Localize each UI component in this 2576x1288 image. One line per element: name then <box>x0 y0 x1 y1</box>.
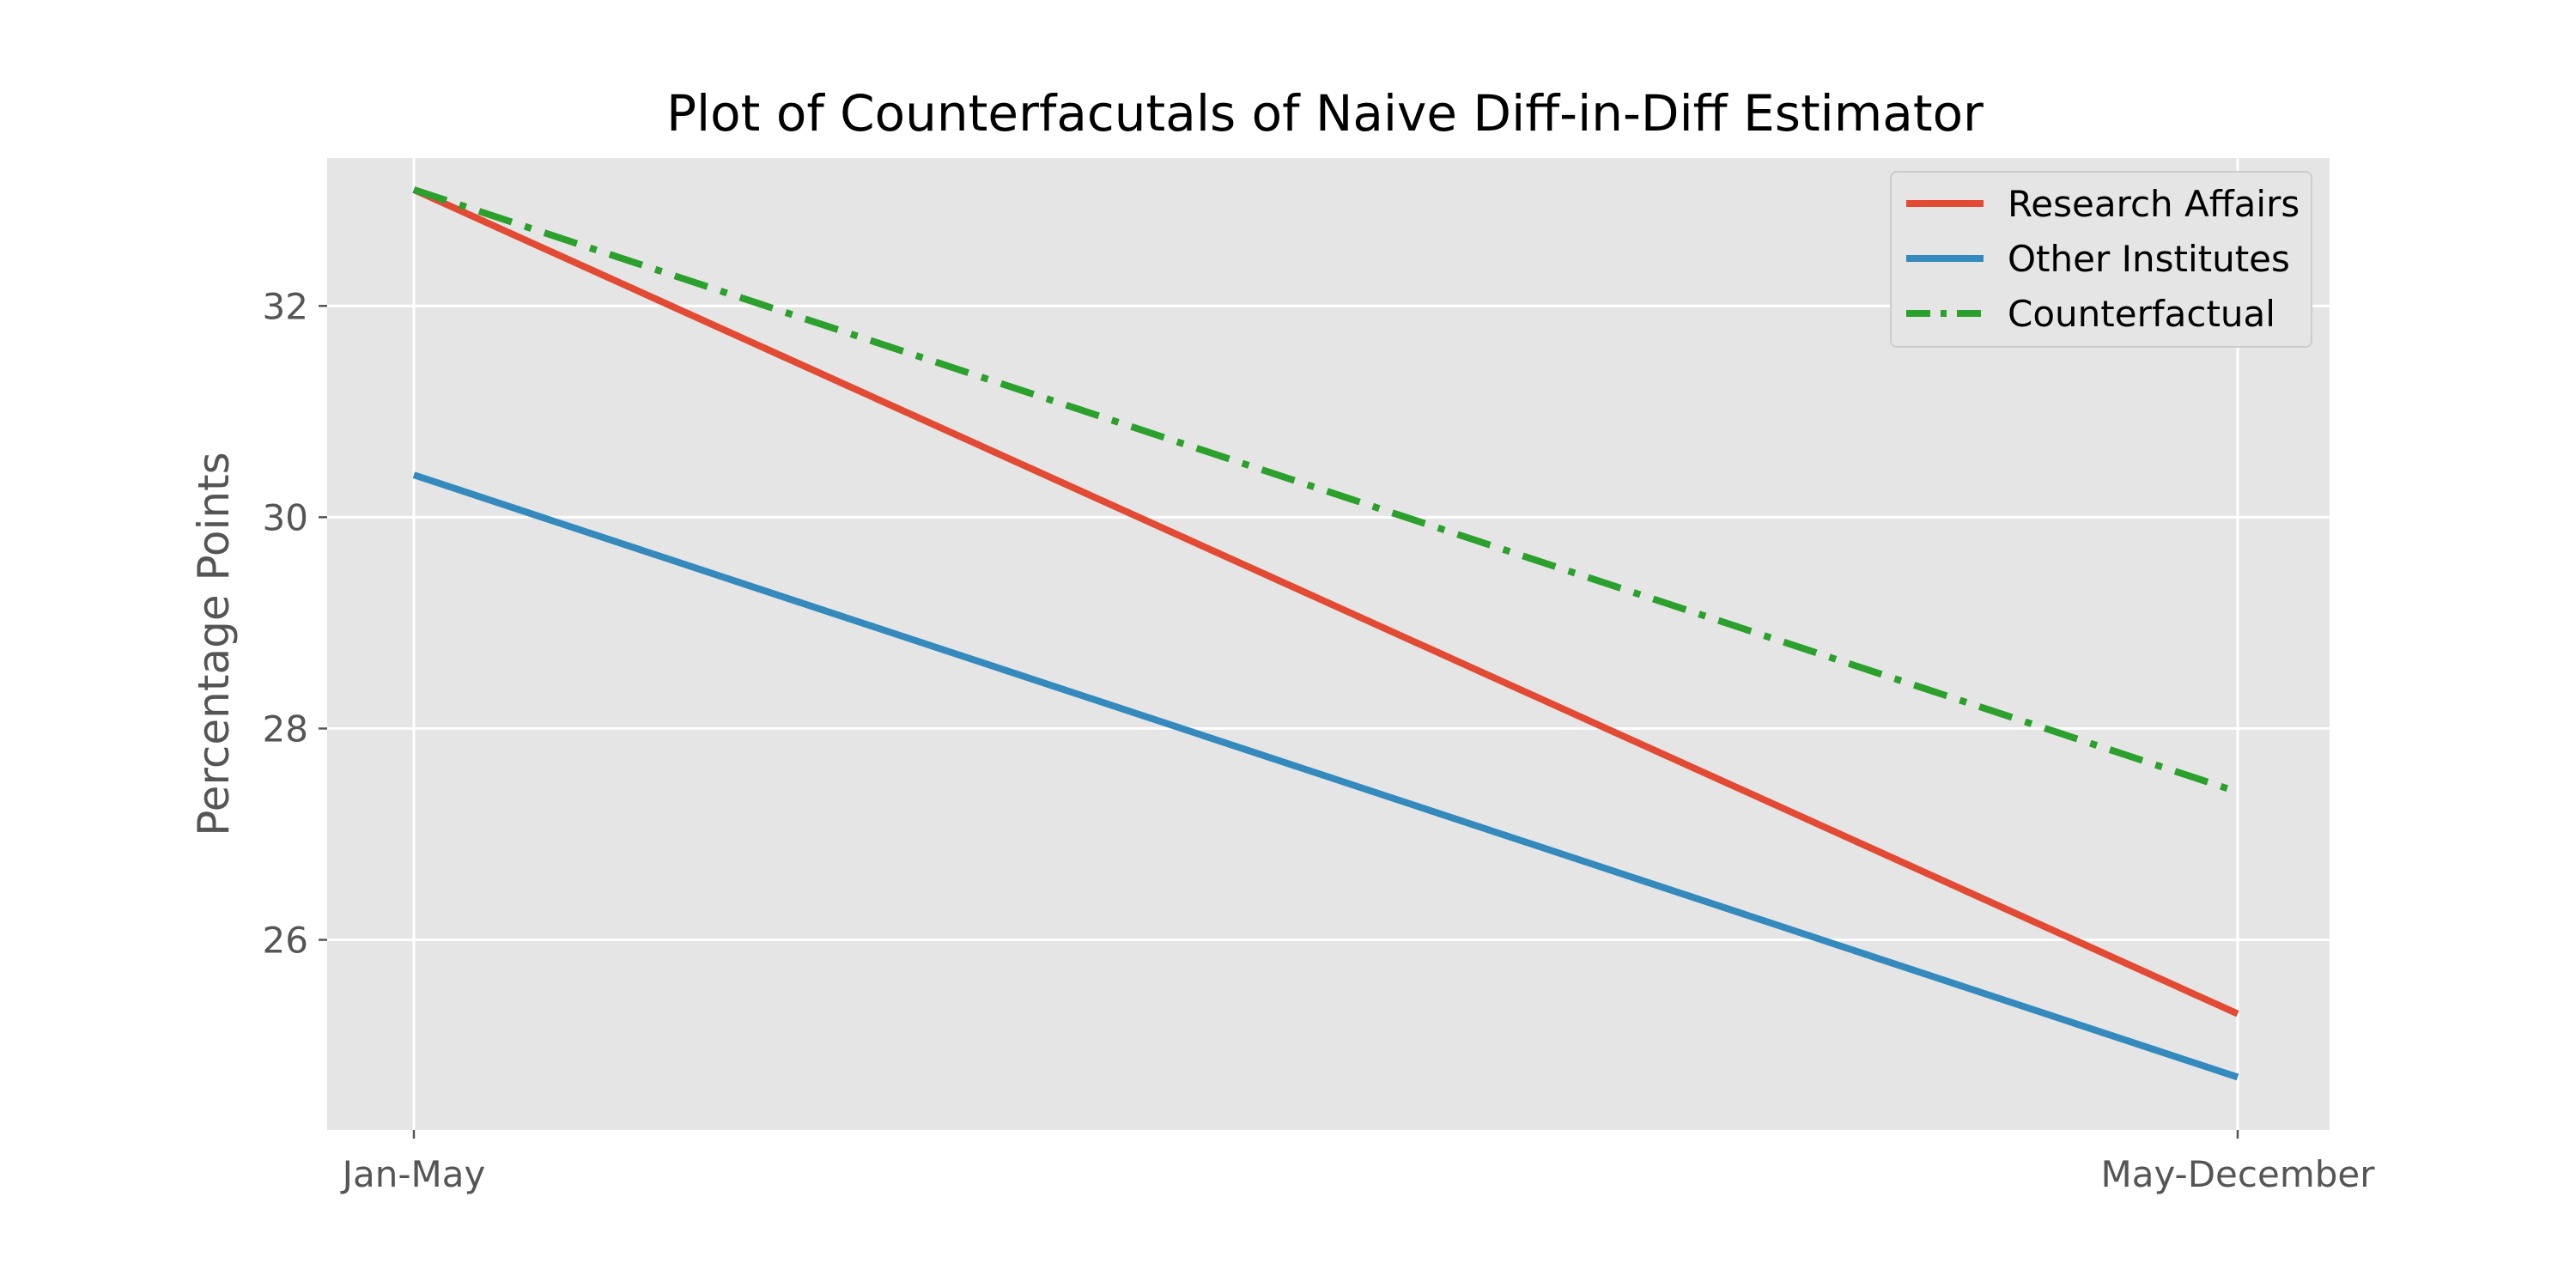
y-tick-label: 30 <box>263 496 308 538</box>
y-tick-label: 32 <box>263 285 308 327</box>
chart-title: Plot of Counterfacutals of Naive Diff-in… <box>666 84 1984 143</box>
x-tick-label: May-December <box>2100 1153 2375 1195</box>
series-line-research-affairs <box>412 186 2239 1018</box>
legend: Research Affairs Other Institutes Counterf… <box>1890 171 2312 348</box>
y-axis-label: Percentage Points <box>189 452 239 835</box>
legend-label: Research Affairs <box>2008 183 2300 225</box>
legend-label: Counterfactual <box>2008 293 2275 335</box>
series-line-counterfactual <box>412 186 2239 796</box>
legend-box <box>1890 171 2312 348</box>
y-tick-label: 26 <box>263 920 308 962</box>
series-line-other-institutes <box>412 471 2239 1081</box>
legend-label: Other Institutes <box>2008 238 2290 280</box>
data-series <box>412 186 2239 1081</box>
axis-ticks: 26 28 30 32 Jan-May May-December <box>263 285 2376 1195</box>
x-tick-label: Jan-May <box>340 1153 486 1195</box>
y-tick-label: 28 <box>263 708 308 750</box>
